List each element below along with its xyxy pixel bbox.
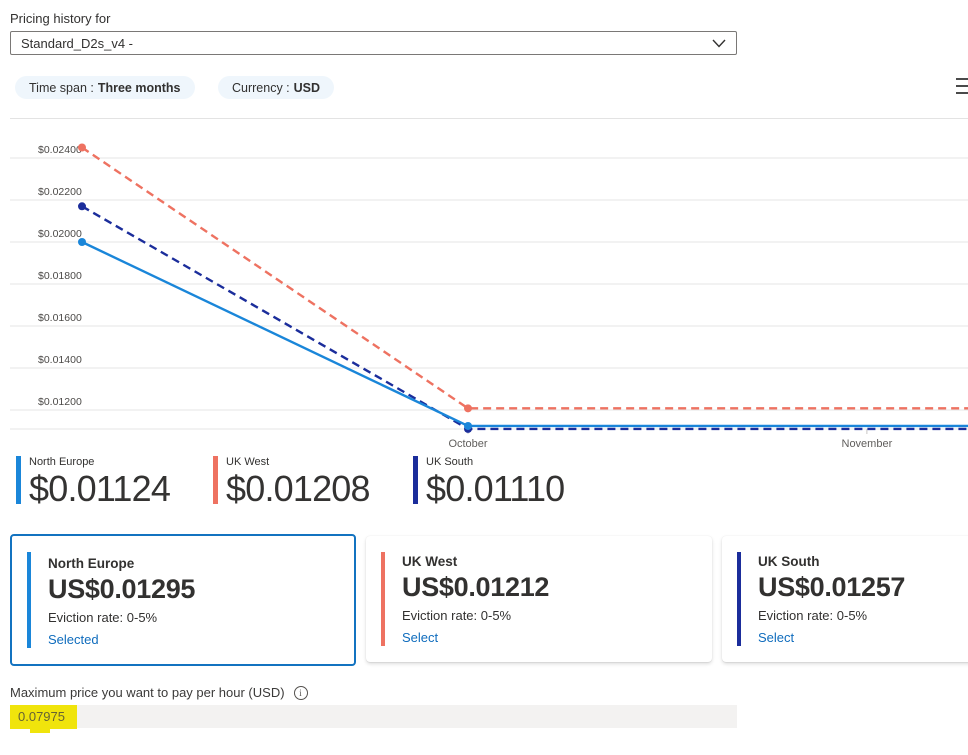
chart-menu-icon[interactable] bbox=[956, 78, 968, 98]
region-card-uk-south: UK South US$0.01257 Eviction rate: 0-5% … bbox=[722, 536, 968, 662]
y-axis-tick-label: $0.01800 bbox=[38, 270, 82, 282]
menu-bar bbox=[956, 78, 968, 81]
vm-size-select[interactable]: Standard_D2s_v4 - bbox=[10, 31, 737, 55]
card-accent-bar bbox=[737, 552, 741, 646]
legend-item-north-europe: North Europe $0.01124 bbox=[16, 456, 171, 509]
time-span-value: Three months bbox=[97, 80, 181, 95]
legend-price-value: $0.01208 bbox=[226, 468, 371, 509]
legend-color-bar bbox=[16, 456, 21, 504]
series-marker bbox=[78, 143, 86, 152]
price-history-chart-svg: $0.02400 $0.02200 $0.02000 $0.01800 $0.01600… bbox=[10, 143, 968, 450]
card-price: US$0.01295 bbox=[48, 574, 196, 604]
currency-label: Currency : bbox=[232, 80, 290, 95]
series-line-uk-west bbox=[81, 146, 968, 410]
card-region-name: UK West bbox=[402, 554, 458, 569]
card-eviction-rate: Eviction rate: 0-5% bbox=[402, 608, 512, 623]
menu-bar bbox=[956, 91, 968, 94]
card-eviction-rate: Eviction rate: 0-5% bbox=[758, 608, 868, 623]
y-axis-tick-label: $0.01400 bbox=[38, 354, 82, 366]
series-line-uk-south bbox=[81, 205, 968, 431]
card-accent-bar bbox=[381, 552, 385, 646]
region-card-uk-west: UK West US$0.01212 Eviction rate: 0-5% S… bbox=[366, 536, 712, 662]
legend-region-label: North Europe bbox=[29, 456, 95, 468]
card-price: US$0.01257 bbox=[758, 572, 906, 602]
y-axis-tick-label: $0.01200 bbox=[38, 396, 82, 408]
card-selected-link[interactable]: Selected bbox=[48, 632, 99, 647]
card-eviction-rate: Eviction rate: 0-5% bbox=[48, 610, 158, 625]
series-marker bbox=[78, 238, 86, 246]
card-accent-bar bbox=[27, 552, 31, 648]
max-price-label: Maximum price you want to pay per hour (… bbox=[10, 685, 285, 700]
card-price: US$0.01212 bbox=[402, 572, 550, 602]
y-axis-tick-label: $0.01600 bbox=[38, 312, 82, 324]
menu-bar bbox=[956, 84, 968, 88]
legend-region-label: UK South bbox=[426, 456, 474, 468]
info-icon[interactable] bbox=[293, 685, 308, 700]
time-span-label: Time span : bbox=[29, 80, 94, 95]
header-divider bbox=[10, 118, 968, 119]
card-select-link[interactable]: Select bbox=[402, 630, 439, 645]
legend-item-uk-west: UK West $0.01208 bbox=[213, 456, 371, 509]
y-axis-tick-label: $0.02400 bbox=[38, 144, 82, 156]
legend-price-value: $0.01124 bbox=[29, 468, 171, 509]
series-marker bbox=[464, 421, 473, 430]
series-line-north-europe bbox=[81, 240, 968, 428]
currency-value: USD bbox=[293, 80, 321, 95]
vm-size-selected-value: Standard_D2s_v4 - bbox=[21, 35, 134, 51]
max-price-input[interactable]: 0.07975 bbox=[10, 704, 737, 729]
chevron-down-icon bbox=[712, 39, 726, 48]
y-axis-tick-label: $0.02200 bbox=[38, 186, 82, 198]
legend-price-value: $0.01110 bbox=[426, 468, 565, 509]
currency-filter[interactable]: Currency : USD bbox=[218, 76, 335, 99]
x-axis-tick-label: October bbox=[448, 438, 487, 450]
legend-color-bar bbox=[213, 456, 218, 504]
max-price-value-highlighted: 0.07975 bbox=[10, 704, 77, 729]
page-title: Pricing history for bbox=[10, 11, 111, 26]
series-marker bbox=[78, 202, 86, 211]
region-card-north-europe: North Europe US$0.01295 Eviction rate: 0… bbox=[10, 534, 356, 666]
legend-item-uk-south: UK South $0.01110 bbox=[413, 456, 565, 509]
highlight-artifact bbox=[30, 727, 50, 733]
time-span-filter[interactable]: Time span : Three months bbox=[15, 76, 195, 99]
x-axis-tick-label: November bbox=[842, 438, 893, 450]
y-axis-tick-label: $0.02000 bbox=[38, 228, 82, 240]
series-marker bbox=[464, 404, 473, 413]
legend-color-bar bbox=[413, 456, 418, 504]
card-region-name: UK South bbox=[758, 554, 820, 569]
card-region-name: North Europe bbox=[48, 556, 135, 571]
legend-region-label: UK West bbox=[226, 456, 270, 468]
card-select-link[interactable]: Select bbox=[758, 630, 795, 645]
